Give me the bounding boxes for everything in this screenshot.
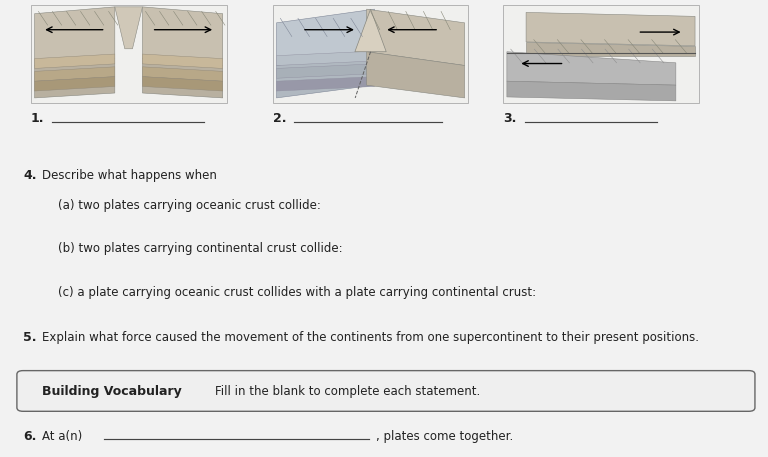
Polygon shape: [35, 67, 115, 81]
Text: 4.: 4.: [23, 169, 37, 182]
Polygon shape: [143, 58, 223, 98]
Text: At a(n): At a(n): [42, 430, 82, 443]
Text: 5.: 5.: [23, 331, 37, 344]
FancyBboxPatch shape: [17, 371, 755, 411]
Polygon shape: [366, 52, 465, 98]
Text: , plates come together.: , plates come together.: [376, 430, 514, 443]
Polygon shape: [507, 52, 676, 85]
Polygon shape: [35, 77, 115, 91]
Polygon shape: [143, 7, 223, 65]
Polygon shape: [526, 42, 695, 56]
Polygon shape: [507, 81, 676, 101]
Text: (c) a plate carrying oceanic crust collides with a plate carrying continental cr: (c) a plate carrying oceanic crust colli…: [58, 286, 536, 298]
Polygon shape: [143, 77, 223, 91]
Text: Building Vocabulary: Building Vocabulary: [42, 385, 182, 398]
Polygon shape: [276, 77, 375, 91]
FancyBboxPatch shape: [503, 5, 699, 103]
Polygon shape: [366, 9, 465, 65]
Polygon shape: [35, 58, 115, 98]
Polygon shape: [143, 67, 223, 81]
Polygon shape: [276, 9, 375, 65]
Polygon shape: [355, 9, 386, 52]
Text: Describe what happens when: Describe what happens when: [42, 169, 217, 182]
Polygon shape: [276, 51, 375, 65]
Text: Explain what force caused the movement of the continents from one supercontinent: Explain what force caused the movement o…: [42, 331, 699, 344]
Text: Fill in the blank to complete each statement.: Fill in the blank to complete each state…: [215, 385, 480, 398]
Polygon shape: [35, 54, 115, 69]
Polygon shape: [276, 52, 375, 98]
Text: 6.: 6.: [23, 430, 36, 443]
Text: 2.: 2.: [273, 112, 286, 125]
Polygon shape: [276, 64, 375, 78]
FancyBboxPatch shape: [31, 5, 227, 103]
Text: 1.: 1.: [31, 112, 45, 125]
Text: 3.: 3.: [503, 112, 516, 125]
Polygon shape: [143, 54, 223, 69]
Polygon shape: [35, 7, 115, 65]
Polygon shape: [526, 12, 695, 46]
FancyBboxPatch shape: [273, 5, 468, 103]
Polygon shape: [115, 7, 143, 49]
Text: (b) two plates carrying continental crust collide:: (b) two plates carrying continental crus…: [58, 242, 343, 255]
Text: (a) two plates carrying oceanic crust collide:: (a) two plates carrying oceanic crust co…: [58, 199, 320, 212]
